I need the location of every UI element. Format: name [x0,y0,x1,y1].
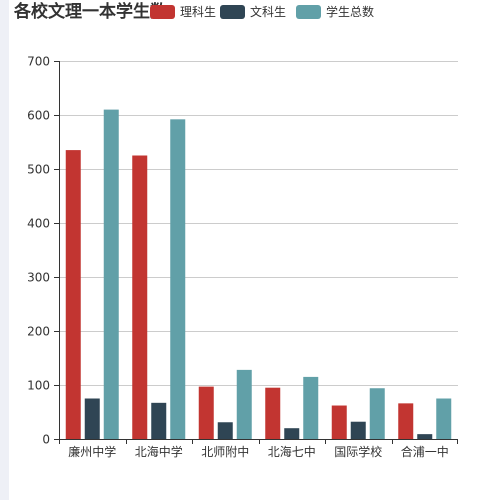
bar-science [132,155,148,439]
bar-arts [350,421,366,439]
bar-science [65,150,81,439]
bar-arts [284,428,300,439]
y-tick-label: 0 [42,433,50,447]
bar-arts [151,402,167,439]
bar-total [369,388,385,439]
bar-science [198,386,214,439]
bar-total [170,119,186,439]
bar-science [398,403,414,439]
legend-swatch-science [150,5,175,19]
bar-arts [417,434,433,439]
grid-lines [59,61,458,386]
legend-label-science: 理科生 [180,5,217,19]
bar-science [331,405,347,439]
legend-swatch-arts [220,5,245,19]
chart-title: 各校文理一本学生数 [14,2,167,22]
y-tick-label: 300 [27,271,50,285]
bar-total [303,376,319,439]
y-tick-label: 600 [27,109,50,123]
x-tick-label: 廉州中学 [68,444,116,459]
bar-arts [217,422,233,439]
y-tick-label: 500 [27,163,50,177]
bars [65,109,452,439]
legend-swatch-total [296,5,321,19]
bar-science [265,387,281,439]
x-tick-label: 北海中学 [135,444,183,459]
bar-total [236,369,252,439]
y-tick-label: 700 [27,55,50,69]
page-left-edge [0,0,9,500]
tick-labels: 0 100 200 300 400 500 600 700 廉州中学 北海中学 北师附中 北海七中 国际… [27,55,449,460]
bar-total [103,109,119,439]
y-tick-label: 400 [27,217,50,231]
legend-label-total: 学生总数 [326,5,375,19]
x-tick-label: 合浦一中 [401,444,449,459]
x-tick-label: 国际学校 [334,444,382,459]
y-tick-label: 200 [27,325,50,339]
x-tick-label: 北师附中 [201,444,249,459]
x-tick-label: 北海七中 [268,444,316,459]
axes [54,61,458,444]
bar-total [436,398,452,439]
bar-arts [84,398,100,439]
y-tick-label: 100 [27,379,50,393]
legend-label-arts: 文科生 [250,5,287,19]
